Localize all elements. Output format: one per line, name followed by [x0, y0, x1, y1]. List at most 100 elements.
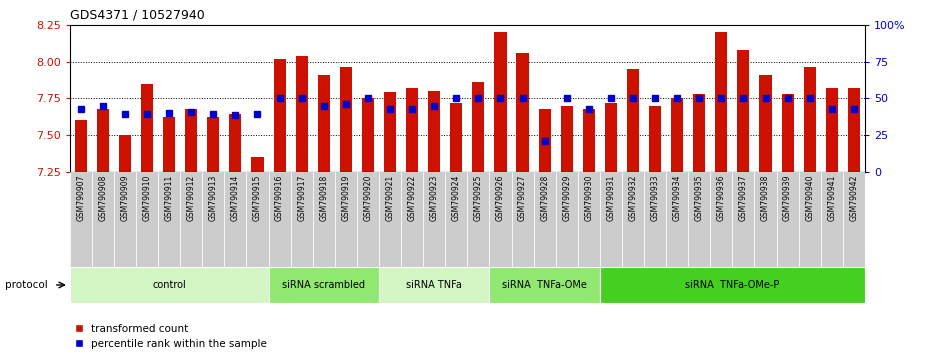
Text: siRNA  TNFa-OMe-P: siRNA TNFa-OMe-P [685, 280, 779, 290]
Bar [666, 172, 688, 267]
Bar [185, 109, 197, 172]
Bar [113, 172, 136, 267]
Bar [561, 105, 573, 172]
Bar [335, 172, 357, 267]
Bar [318, 75, 330, 172]
Text: GSM790926: GSM790926 [496, 175, 505, 221]
Bar [136, 172, 158, 267]
Bar [379, 172, 401, 267]
Text: GSM790938: GSM790938 [761, 175, 770, 221]
Bar [804, 67, 816, 172]
Text: GSM790909: GSM790909 [121, 175, 129, 221]
Bar [578, 172, 600, 267]
Bar [644, 172, 666, 267]
Bar [516, 53, 528, 172]
Text: GSM790923: GSM790923 [430, 175, 439, 221]
Text: GSM790933: GSM790933 [651, 175, 659, 221]
Text: GSM790936: GSM790936 [717, 175, 725, 221]
Bar [760, 75, 772, 172]
Bar [489, 172, 512, 267]
Bar [472, 82, 485, 172]
Text: siRNA TNFa: siRNA TNFa [406, 280, 462, 290]
Bar [74, 120, 86, 172]
Bar [693, 94, 705, 172]
Bar [70, 172, 92, 267]
Bar [754, 172, 777, 267]
Bar [627, 69, 639, 172]
Legend: transformed count, percentile rank within the sample: transformed count, percentile rank withi… [75, 324, 267, 349]
Bar [489, 267, 600, 303]
Bar [230, 114, 242, 172]
Bar [715, 32, 727, 172]
Text: GSM790913: GSM790913 [209, 175, 218, 221]
Text: GSM790934: GSM790934 [672, 175, 682, 221]
Text: GSM790927: GSM790927 [518, 175, 527, 221]
Text: GSM790917: GSM790917 [298, 175, 306, 221]
Text: GSM790941: GSM790941 [828, 175, 836, 221]
Bar [70, 267, 269, 303]
Text: GSM790925: GSM790925 [474, 175, 483, 221]
Bar [406, 88, 419, 172]
Text: GSM790921: GSM790921 [386, 175, 394, 221]
Bar [534, 172, 555, 267]
Text: GSM790932: GSM790932 [629, 175, 637, 221]
Text: GSM790919: GSM790919 [341, 175, 351, 221]
Bar [180, 172, 203, 267]
Text: GSM790920: GSM790920 [364, 175, 372, 221]
Bar [583, 109, 595, 172]
Bar [384, 92, 396, 172]
Text: GSM790922: GSM790922 [407, 175, 417, 221]
Bar [556, 172, 578, 267]
Bar [290, 172, 312, 267]
Text: GSM790914: GSM790914 [231, 175, 240, 221]
Text: protocol: protocol [5, 280, 47, 290]
Bar [379, 267, 489, 303]
Bar [777, 172, 799, 267]
Bar [649, 105, 661, 172]
Bar [733, 172, 754, 267]
Bar [357, 172, 379, 267]
Bar [622, 172, 644, 267]
Bar [251, 157, 263, 172]
Bar [781, 94, 793, 172]
Text: GSM790907: GSM790907 [76, 175, 86, 221]
Text: siRNA  TNFa-OMe: siRNA TNFa-OMe [502, 280, 587, 290]
Bar [600, 172, 622, 267]
Text: GSM790912: GSM790912 [187, 175, 195, 221]
Bar [362, 98, 374, 172]
Bar [428, 91, 440, 172]
Bar [312, 172, 335, 267]
Bar [450, 103, 462, 172]
Bar [468, 172, 489, 267]
Bar [711, 172, 733, 267]
Bar [141, 84, 153, 172]
Text: GSM790929: GSM790929 [563, 175, 571, 221]
Text: GSM790940: GSM790940 [805, 175, 814, 221]
Text: GSM790942: GSM790942 [849, 175, 858, 221]
Text: GSM790908: GSM790908 [99, 175, 107, 221]
Text: GSM790918: GSM790918 [319, 175, 328, 221]
Bar [826, 88, 838, 172]
Bar [671, 98, 684, 172]
Bar [538, 109, 551, 172]
Bar [158, 172, 180, 267]
Bar [273, 58, 286, 172]
Bar [848, 88, 860, 172]
Bar [401, 172, 423, 267]
Bar [512, 172, 534, 267]
Bar [269, 267, 379, 303]
Bar [339, 67, 352, 172]
Text: GSM790916: GSM790916 [275, 175, 284, 221]
Text: GSM790910: GSM790910 [142, 175, 152, 221]
Text: GSM790930: GSM790930 [584, 175, 593, 221]
Bar [445, 172, 467, 267]
Bar [296, 56, 308, 172]
Bar [604, 103, 617, 172]
Bar [799, 172, 821, 267]
Text: GSM790937: GSM790937 [739, 175, 748, 221]
Text: GSM790931: GSM790931 [606, 175, 616, 221]
Text: GDS4371 / 10527940: GDS4371 / 10527940 [70, 8, 205, 21]
Bar [163, 117, 175, 172]
Text: GSM790935: GSM790935 [695, 175, 704, 221]
Bar [821, 172, 843, 267]
